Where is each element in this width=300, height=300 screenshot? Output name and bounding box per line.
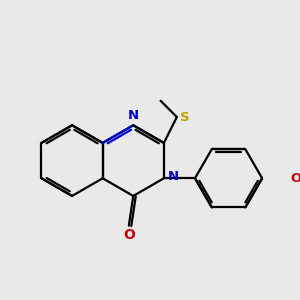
Text: S: S	[180, 110, 189, 124]
Text: N: N	[128, 110, 139, 122]
Text: O: O	[290, 172, 300, 185]
Text: O: O	[123, 229, 135, 242]
Text: N: N	[168, 170, 179, 183]
